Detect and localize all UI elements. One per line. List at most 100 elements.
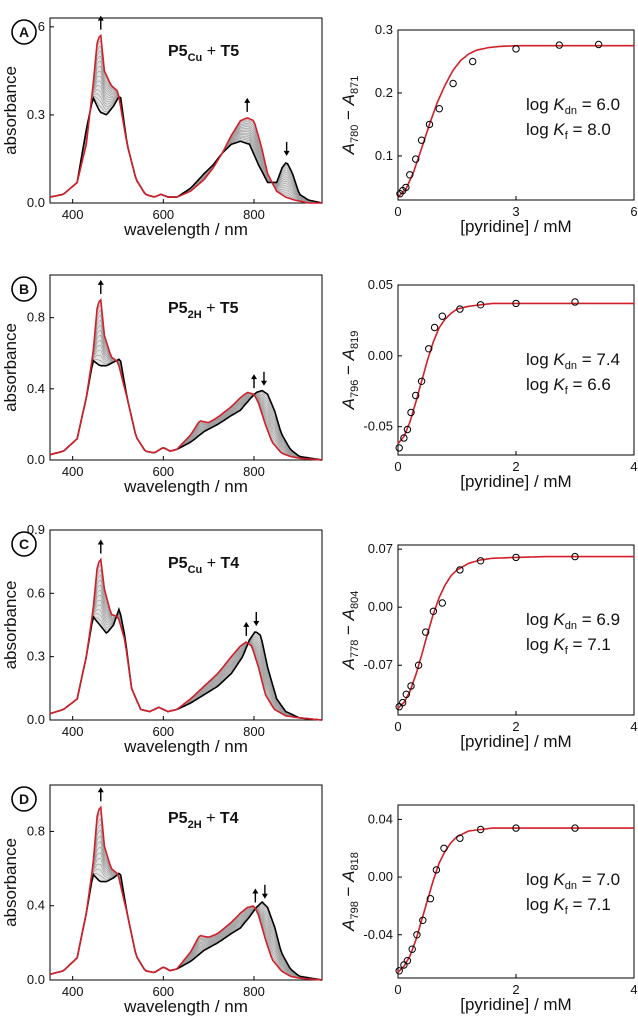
x-tick-label: 2 — [512, 719, 519, 734]
data-point — [456, 834, 464, 842]
intermediate-spectrum — [49, 584, 323, 721]
increase-arrow-head — [252, 888, 259, 894]
y-tick-label: 0.00 — [368, 599, 393, 614]
y-tick-label: 0.3 — [27, 649, 45, 664]
constant-value: = 7.0 — [577, 870, 620, 889]
x-tick-label: 800 — [243, 724, 265, 739]
binding-constant-label: log Kf = 8.0 — [526, 120, 611, 142]
x-axis-label: [pyridine] / mM — [460, 995, 571, 1014]
y-label-b: A — [339, 609, 358, 621]
constant-value: = 7.1 — [568, 895, 611, 914]
complex-plus: + — [202, 555, 220, 572]
y-tick-label: 0.04 — [368, 811, 393, 826]
complex-ligand: T4 — [220, 810, 239, 827]
y-tick-label: 0.0 — [27, 452, 45, 467]
data-point — [406, 171, 414, 179]
intermediate-spectrum — [49, 350, 323, 461]
intermediate-spectrum — [49, 594, 323, 721]
constant-subscript: dn — [565, 620, 577, 632]
y-tick-label: 0.0 — [27, 712, 45, 727]
y-label-a: A — [339, 143, 358, 155]
x-axis-label: [pyridine] / mM — [460, 217, 571, 236]
complex-label: P52H + T5 — [168, 300, 239, 321]
constant-value: = 6.6 — [568, 375, 611, 394]
fit-line — [397, 827, 634, 973]
complex-plus: + — [202, 810, 220, 827]
constant-symbol: K — [553, 350, 565, 369]
x-tick-label: 0 — [394, 204, 401, 219]
complex-metal-subscript: Cu — [188, 564, 203, 576]
data-point — [449, 79, 457, 88]
y-tick-label: 0.3 — [375, 22, 393, 37]
y-tick-label: 0.4 — [27, 898, 45, 913]
log-prefix: log — [526, 610, 553, 629]
constant-symbol: K — [553, 610, 565, 629]
initial-spectrum-line — [49, 872, 323, 981]
plot-frame — [49, 784, 323, 981]
complex-ligand: T5 — [220, 43, 239, 60]
complex-plus: + — [202, 300, 220, 317]
fit-line — [397, 302, 634, 445]
plot-frame — [49, 274, 323, 461]
x-tick-label: 800 — [243, 464, 265, 479]
x-tick-label: 0 — [394, 719, 401, 734]
y-tick-label: 0.0 — [27, 195, 45, 210]
binding-constant-label: log Kdn = 7.4 — [526, 350, 620, 372]
y-label-minus: − — [339, 882, 358, 901]
x-tick-label: 600 — [152, 207, 174, 222]
data-point — [413, 931, 421, 939]
y-tick-label: -0.04 — [363, 927, 393, 942]
intermediate-spectrum — [49, 564, 323, 721]
binding-constant-label: log Kf = 7.1 — [526, 895, 611, 917]
fit-line — [397, 555, 634, 709]
y-label-b: A — [339, 349, 358, 361]
panel-letter: A — [19, 24, 29, 40]
y-axis-label: A778 − A804 — [339, 591, 361, 671]
data-point — [512, 45, 520, 53]
data-point — [594, 40, 603, 49]
intermediate-spectrum — [49, 574, 323, 721]
x-tick-label: 4 — [630, 459, 637, 474]
constant-symbol: K — [553, 635, 565, 654]
binding-constant-label: log Kf = 7.1 — [526, 635, 611, 657]
data-point — [395, 967, 403, 975]
complex-metal-subscript: Cu — [188, 52, 203, 64]
x-tick-label: 4 — [630, 982, 637, 997]
x-tick-label: 6 — [630, 204, 637, 219]
increase-arrow-head — [251, 374, 257, 380]
data-point — [435, 105, 443, 113]
final-spectrum-line — [49, 557, 323, 721]
log-prefix: log — [526, 350, 553, 369]
data-point — [476, 301, 485, 309]
x-axis-label: wavelength / nm — [123, 737, 248, 756]
x-tick-label: 600 — [152, 724, 174, 739]
y-tick-label: 0.00 — [368, 869, 393, 884]
y-label-sub2: 818 — [349, 852, 361, 870]
y-tick-label: 0.00 — [368, 348, 393, 363]
complex-label: P52H + T4 — [168, 810, 239, 831]
x-tick-label: 0 — [394, 982, 401, 997]
constant-subscript: dn — [565, 105, 577, 117]
intermediate-spectrum — [49, 70, 323, 204]
constant-subscript: dn — [565, 360, 577, 372]
plot-frame — [397, 284, 635, 456]
x-tick-label: 2 — [512, 982, 519, 997]
y-tick-label: 0.8 — [27, 310, 45, 325]
x-tick-label: 600 — [152, 464, 174, 479]
y-label-a: A — [339, 398, 358, 410]
x-tick-label: 400 — [62, 207, 84, 222]
x-axis-label: [pyridine] / mM — [460, 732, 571, 751]
log-prefix: log — [526, 120, 553, 139]
constant-value: = 8.0 — [568, 120, 611, 139]
y-tick-label: 0.8 — [27, 823, 45, 838]
constant-subscript: f — [565, 905, 569, 917]
constant-value: = 7.1 — [568, 635, 611, 654]
x-tick-label: 800 — [243, 984, 265, 999]
data-point — [402, 690, 410, 698]
complex-ligand: T5 — [220, 300, 239, 317]
intermediate-spectrum — [49, 852, 323, 981]
complex-porphyrin: P5 — [168, 43, 188, 60]
complex-label: P5Cu + T4 — [168, 555, 239, 576]
x-axis-label: wavelength / nm — [123, 477, 248, 496]
